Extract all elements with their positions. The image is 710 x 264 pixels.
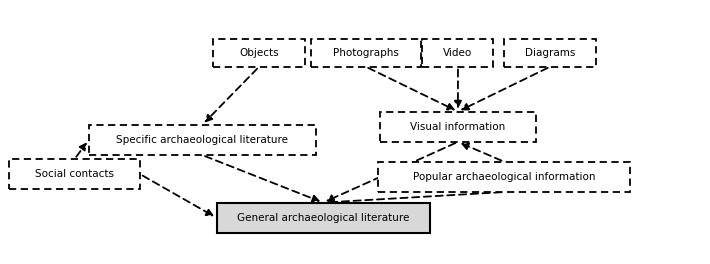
Text: Popular archaeological information: Popular archaeological information <box>413 172 596 182</box>
FancyBboxPatch shape <box>504 39 596 67</box>
FancyBboxPatch shape <box>311 39 420 67</box>
Text: Video: Video <box>443 48 473 58</box>
Text: General archaeological literature: General archaeological literature <box>237 213 409 223</box>
Text: Photographs: Photographs <box>333 48 398 58</box>
Text: Visual information: Visual information <box>410 122 506 132</box>
Text: Diagrams: Diagrams <box>525 48 575 58</box>
Text: Specific archaeological literature: Specific archaeological literature <box>116 135 288 145</box>
FancyBboxPatch shape <box>378 162 630 192</box>
FancyBboxPatch shape <box>213 39 305 67</box>
FancyBboxPatch shape <box>422 39 493 67</box>
Text: Social contacts: Social contacts <box>35 169 114 179</box>
FancyBboxPatch shape <box>380 111 536 142</box>
Text: Objects: Objects <box>239 48 279 58</box>
FancyBboxPatch shape <box>217 203 430 233</box>
FancyBboxPatch shape <box>9 159 141 190</box>
FancyBboxPatch shape <box>89 125 316 155</box>
